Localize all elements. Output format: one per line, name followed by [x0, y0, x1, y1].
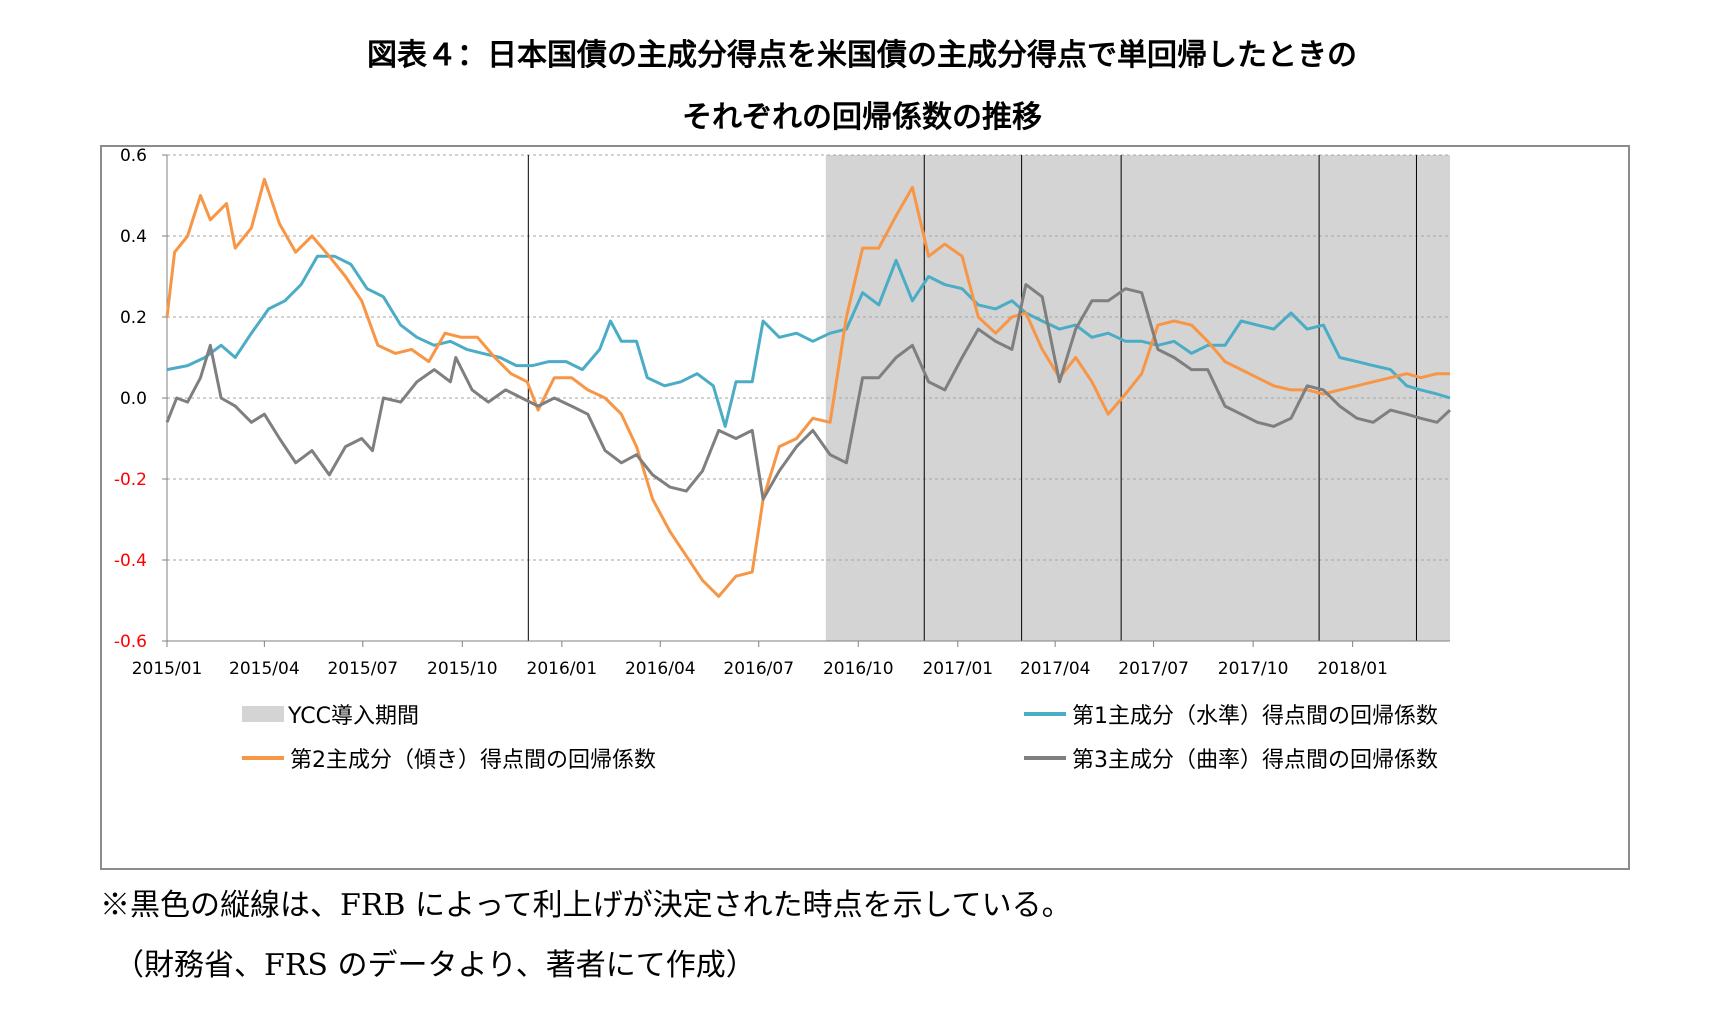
x-tick-label: 2018/01 — [1317, 659, 1388, 679]
x-tick-label: 2016/07 — [723, 659, 794, 679]
y-tick-label: -0.6 — [114, 632, 147, 652]
y-tick-label: 0.2 — [120, 308, 147, 328]
x-tick-label: 2016/04 — [625, 659, 696, 679]
y-tick-label: 0.4 — [120, 227, 147, 247]
footnote-frb: ※黒色の縦線は、FRB によって利上げが決定された時点を示している。 — [100, 888, 1072, 923]
x-tick-label: 2015/04 — [229, 659, 300, 679]
x-tick-label: 2017/07 — [1118, 659, 1189, 679]
x-tick-label: 2016/01 — [527, 659, 598, 679]
legend-item-ycc: YCC導入期間 — [242, 698, 419, 730]
legend-label-series1: 第1主成分（水準）得点間の回帰係数 — [1072, 704, 1438, 729]
line-chart: 0.6 0.4 0.2 0.0 -0.2 -0.4 -0.6 2015/01 2015/04 20… — [114, 147, 1452, 679]
series-line-2 — [165, 177, 1450, 598]
legend-swatch-series3 — [1024, 756, 1066, 760]
legend-label-series2: 第2主成分（傾き）得点間の回帰係数 — [290, 748, 656, 773]
footnote-source: （財務省、FRS のデータより、著者にて作成） — [114, 948, 756, 983]
legend-swatch-ycc — [242, 706, 284, 722]
series-line-3 — [165, 283, 1452, 501]
legend-label-series3: 第3主成分（曲率）得点間の回帰係数 — [1072, 748, 1438, 773]
x-tick-label: 2017/01 — [922, 659, 993, 679]
y-tick-label: 0.0 — [120, 389, 147, 409]
chart-title-line2: それぞれの回帰係数の推移 — [682, 100, 1042, 135]
series-line-1 — [166, 254, 1451, 428]
x-tick-label: 2015/01 — [132, 659, 203, 679]
x-tick-label: 2016/10 — [823, 659, 894, 679]
x-tick-label: 2017/04 — [1020, 659, 1091, 679]
x-tick-label: 2015/10 — [427, 659, 498, 679]
y-tick-label: -0.4 — [114, 551, 147, 571]
legend-item-series1: 第1主成分（水準）得点間の回帰係数 — [1024, 698, 1438, 730]
y-tick-label: -0.2 — [114, 470, 147, 490]
legend-swatch-series1 — [1024, 712, 1066, 716]
chart-title-line1: 図表４：日本国債の主成分得点を米国債の主成分得点で単回帰したときの — [367, 38, 1357, 73]
legend-swatch-series2 — [242, 756, 284, 760]
y-tick-label: 0.6 — [120, 147, 147, 166]
legend-item-series2: 第2主成分（傾き）得点間の回帰係数 — [242, 742, 656, 774]
x-tick-label: 2017/10 — [1218, 659, 1289, 679]
legend-label-ycc: YCC導入期間 — [288, 704, 419, 729]
chart-frame: 0.6 0.4 0.2 0.0 -0.2 -0.4 -0.6 2015/01 2015/04 20… — [100, 145, 1630, 870]
x-tick-label: 2015/07 — [327, 659, 398, 679]
legend-item-series3: 第3主成分（曲率）得点間の回帰係数 — [1024, 742, 1438, 774]
